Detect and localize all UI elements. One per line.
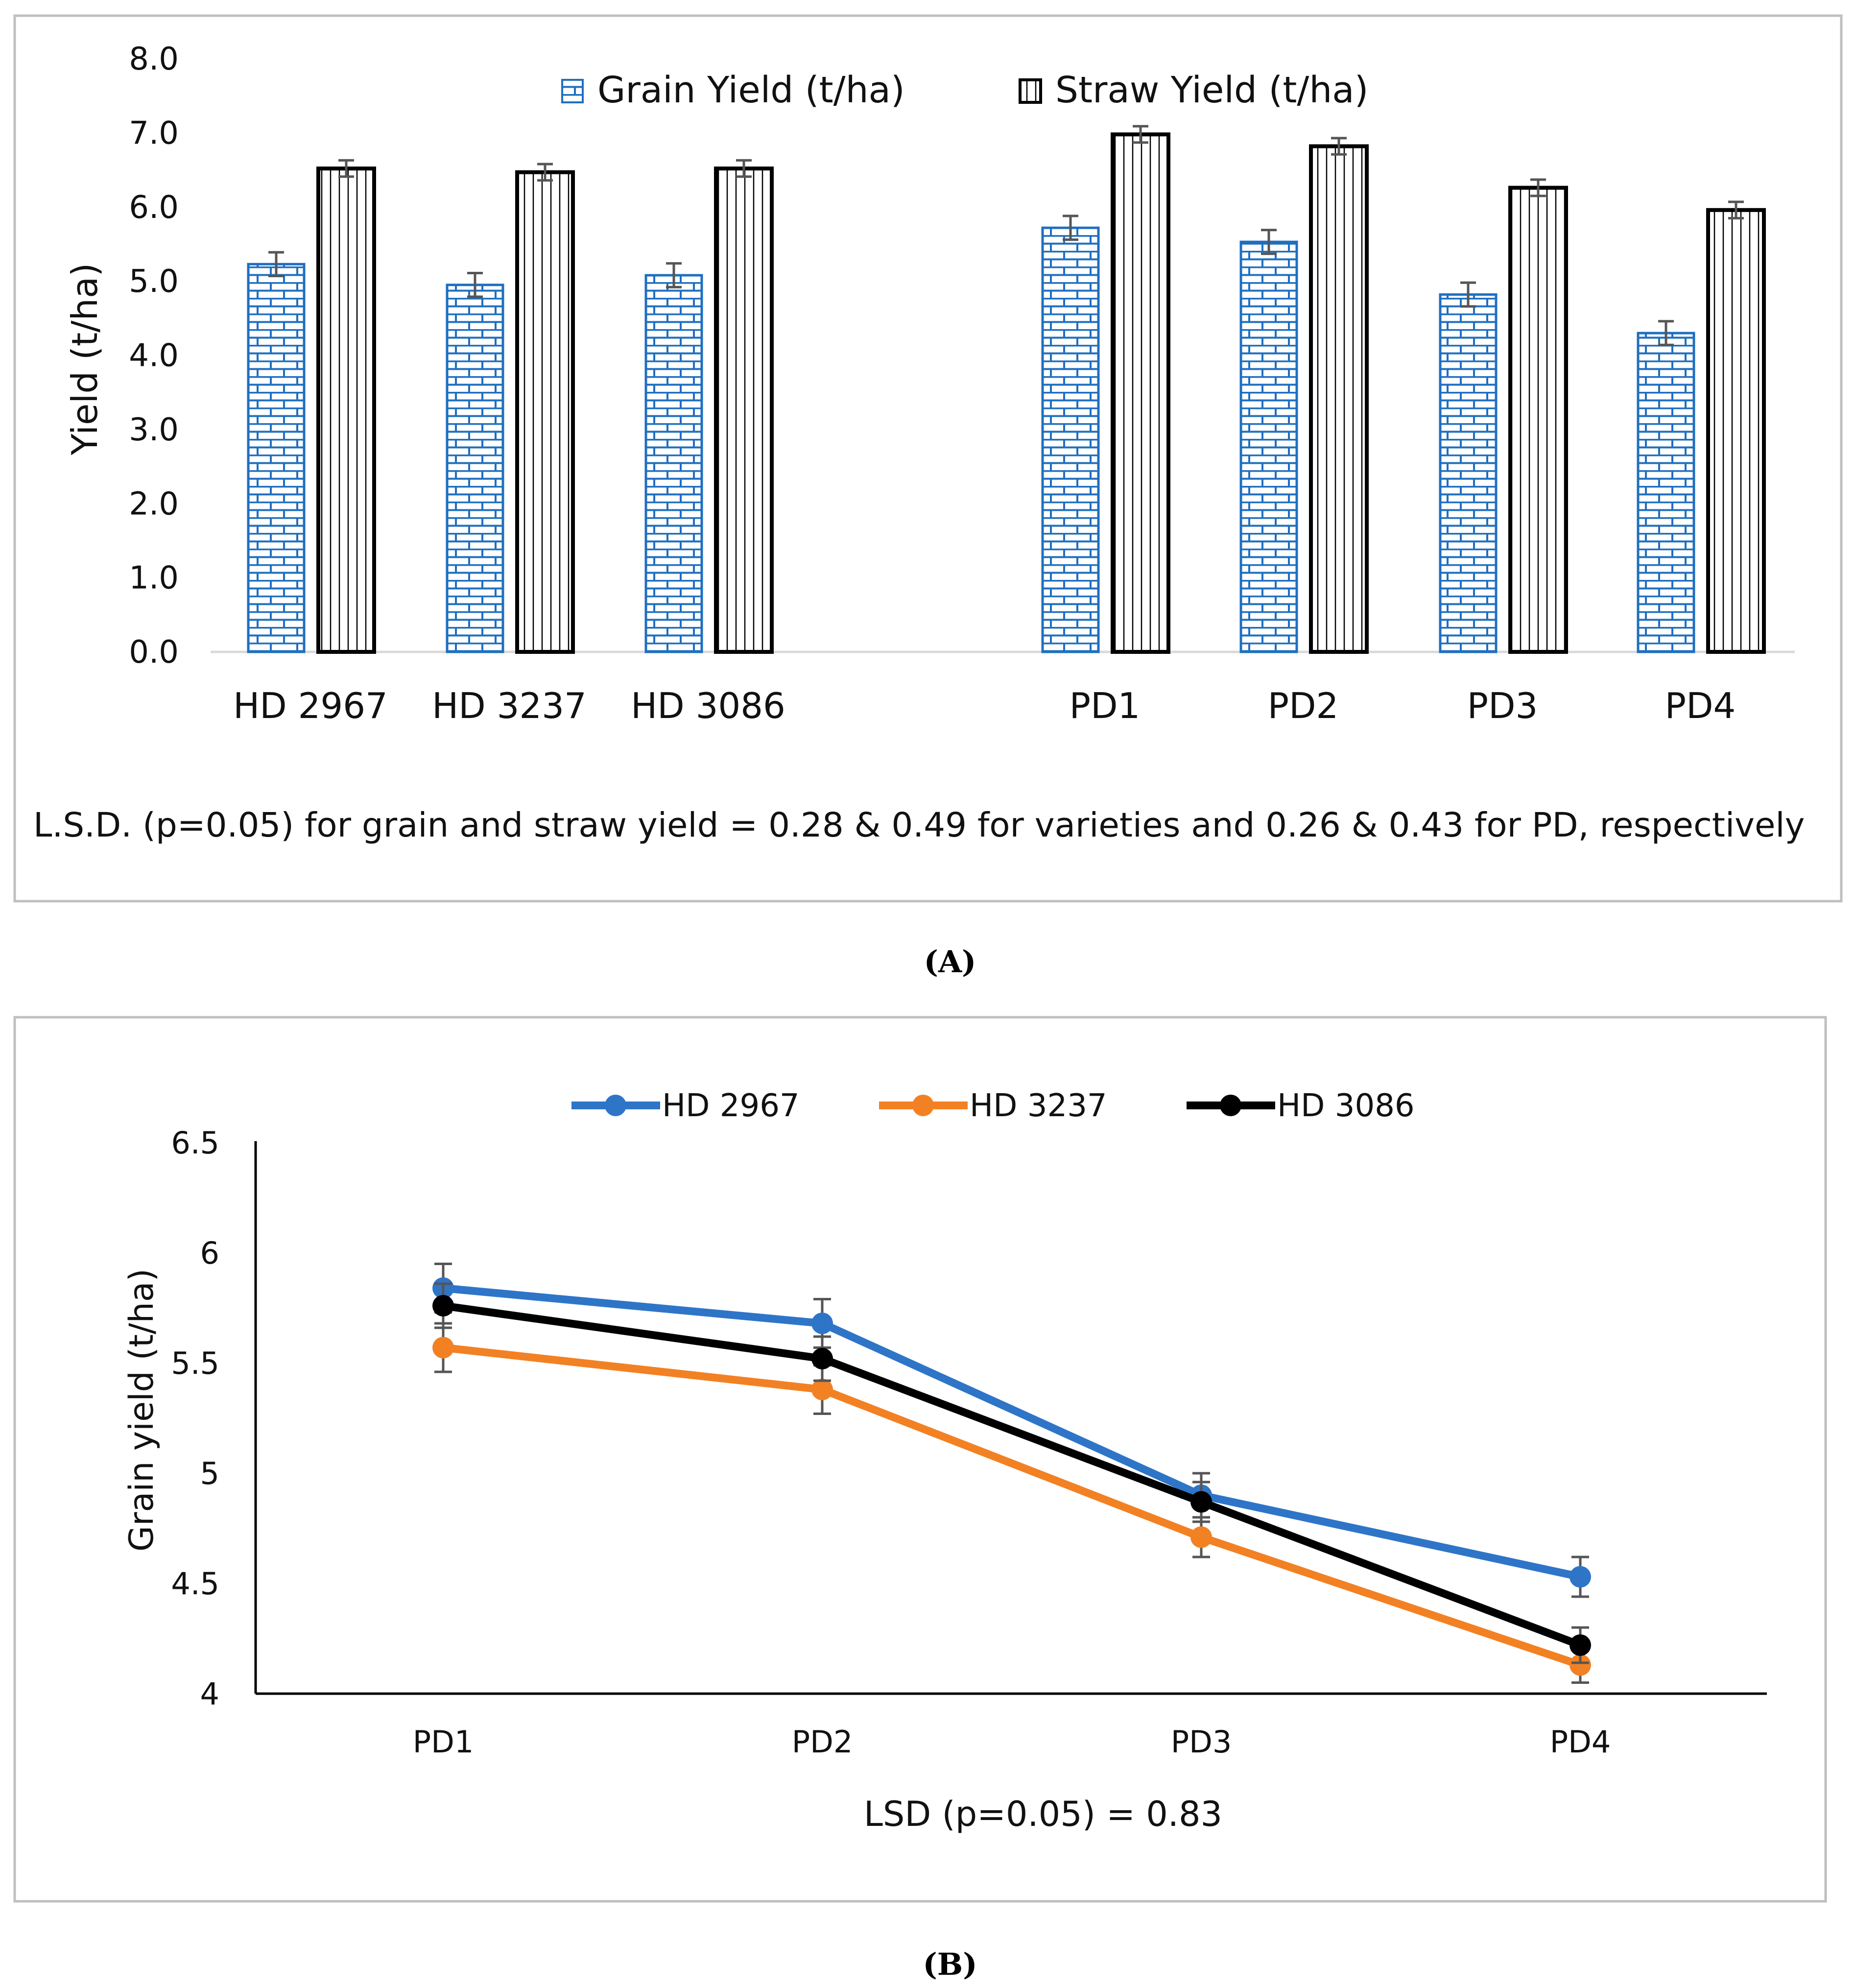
chart-b-legend-label: HD 3237 — [970, 1088, 1107, 1124]
chart-a-x-tick-label: HD 3086 — [631, 685, 785, 726]
chart-a-y-tick-label: 0.0 — [129, 634, 179, 671]
straw-yield-bar — [1508, 186, 1568, 654]
error-bar — [666, 262, 682, 288]
chart-b-y-tick-label: 5 — [200, 1456, 219, 1491]
chart-a-bars — [247, 125, 1766, 654]
panel-b-frame — [13, 1016, 1827, 1903]
data-point — [811, 1379, 833, 1400]
chart-b-legend-label: HD 3086 — [1277, 1088, 1415, 1124]
straw-yield-bar — [1309, 144, 1369, 654]
chart-a-y-axis-label: Yield (t/ha) — [64, 263, 105, 456]
chart-a-y-tick-label: 2.0 — [129, 486, 179, 522]
chart-a-legend: Grain Yield (t/ha) Straw Yield (t/ha) — [561, 69, 1368, 111]
data-point — [1570, 1634, 1591, 1656]
data-point — [811, 1313, 833, 1334]
series-line — [442, 1302, 1582, 1649]
chart-a-x-tick-label: PD1 — [1070, 685, 1141, 726]
chart-a-x-tick-label: PD3 — [1467, 685, 1538, 726]
chart-a-y-tick-label: 7.0 — [129, 115, 179, 151]
chart-a-legend-swatch — [561, 79, 584, 103]
chart-a-legend-swatch — [1019, 78, 1042, 104]
chart-b-legend-marker — [912, 1095, 934, 1116]
chart-a-y-tick-label: 1.0 — [129, 560, 179, 597]
chart-a-y-tick-label: 6.0 — [129, 190, 179, 226]
chart-a-x-tick-label: HD 3237 — [432, 685, 587, 726]
data-point — [432, 1295, 454, 1317]
data-point — [1570, 1566, 1591, 1588]
chart-b-y-tick-label: 6.5 — [171, 1125, 219, 1161]
chart-b-lsd-note: LSD (p=0.05) = 0.83 — [864, 1794, 1222, 1834]
data-point — [1190, 1526, 1212, 1548]
chart-b-x-tick-label: PD2 — [792, 1724, 853, 1760]
data-point — [1570, 1654, 1591, 1676]
chart-a-y-axis: 0.0 1.0 2.0 3.0 4.0 5.0 6.0 7.0 8.0 — [129, 41, 179, 671]
error-bar — [467, 271, 483, 298]
chart-a-x-tick-label: HD 2967 — [233, 685, 388, 726]
straw-yield-bar — [1706, 208, 1766, 654]
series-line — [443, 1284, 1581, 1581]
chart-a-y-tick-label: 5.0 — [129, 263, 179, 300]
chart-b-legend-marker — [1220, 1095, 1241, 1116]
chart-b-y-tick-label: 4 — [200, 1676, 219, 1712]
error-bar — [338, 159, 354, 178]
grain-yield-bar — [446, 284, 504, 653]
chart-b-x-axis: PD1 PD2 PD3 PD4 — [413, 1724, 1611, 1760]
error-bar — [736, 159, 752, 178]
chart-b-legend-marker — [605, 1095, 626, 1116]
straw-yield-bar — [714, 167, 774, 654]
data-point — [432, 1337, 454, 1359]
series-hd-3086 — [432, 1282, 1591, 1664]
chart-b-y-axis-label: Grain yield (t/ha) — [122, 1269, 161, 1552]
straw-yield-bar — [316, 167, 376, 654]
data-point — [811, 1348, 833, 1369]
chart-a-legend-label: Grain Yield (t/ha) — [597, 69, 905, 111]
error-bar — [1658, 320, 1674, 346]
straw-yield-bar — [1111, 132, 1170, 654]
grain-yield-bar — [1041, 226, 1100, 653]
grain-yield-bar — [1439, 293, 1498, 653]
error-bar — [1530, 178, 1546, 197]
error-bar — [1133, 125, 1148, 144]
error-bar — [537, 163, 553, 182]
chart-b-x-tick-label: PD4 — [1550, 1724, 1611, 1760]
error-bar — [1063, 215, 1078, 241]
chart-b-legend-label: HD 2967 — [662, 1088, 800, 1124]
error-bar — [1460, 281, 1476, 308]
grain-yield-bar — [1637, 332, 1695, 653]
chart-b: HD 2967 HD 3237 HD 3086 4 4.5 5 5.5 6 6.5 Grain… — [122, 1088, 1767, 1834]
error-bar — [1261, 229, 1277, 255]
error-bar — [1728, 200, 1744, 219]
chart-a: Grain Yield (t/ha) Straw Yield (t/ha) 0.0… — [33, 41, 1805, 845]
panel-a-caption: (A) — [924, 944, 976, 980]
chart-a-x-tick-label: PD4 — [1665, 685, 1736, 726]
straw-yield-bar — [515, 170, 575, 654]
error-bar — [268, 251, 284, 278]
grain-yield-bar — [1239, 240, 1298, 653]
chart-b-y-tick-label: 6 — [200, 1235, 219, 1271]
chart-a-x-tick-label: PD2 — [1268, 685, 1339, 726]
chart-a-x-axis: HD 2967 HD 3237 HD 3086 PD1 PD2 PD3 PD4 — [233, 685, 1736, 726]
chart-a-lsd-note: L.S.D. (p=0.05) for grain and straw yiel… — [33, 806, 1805, 845]
error-bar — [1331, 137, 1347, 156]
chart-b-y-tick-label: 5.5 — [171, 1345, 219, 1381]
data-point — [1190, 1491, 1212, 1513]
chart-b-y-axis: 4 4.5 5 5.5 6 6.5 — [171, 1125, 219, 1712]
chart-a-y-tick-label: 8.0 — [129, 41, 179, 77]
chart-b-y-tick-label: 4.5 — [171, 1566, 219, 1602]
chart-a-y-tick-label: 4.0 — [129, 338, 179, 374]
chart-b-x-tick-label: PD3 — [1171, 1724, 1232, 1760]
grain-yield-bar — [247, 263, 306, 653]
chart-a-y-tick-label: 3.0 — [129, 412, 179, 448]
chart-b-series — [432, 1263, 1591, 1684]
chart-b-legend: HD 2967 HD 3237 HD 3086 — [571, 1088, 1415, 1124]
chart-a-legend-label: Straw Yield (t/ha) — [1055, 69, 1368, 111]
grain-yield-bar — [644, 274, 703, 653]
panel-b-caption: (B) — [923, 1946, 977, 1982]
chart-b-x-tick-label: PD1 — [413, 1724, 474, 1760]
series-line — [443, 1343, 1582, 1669]
